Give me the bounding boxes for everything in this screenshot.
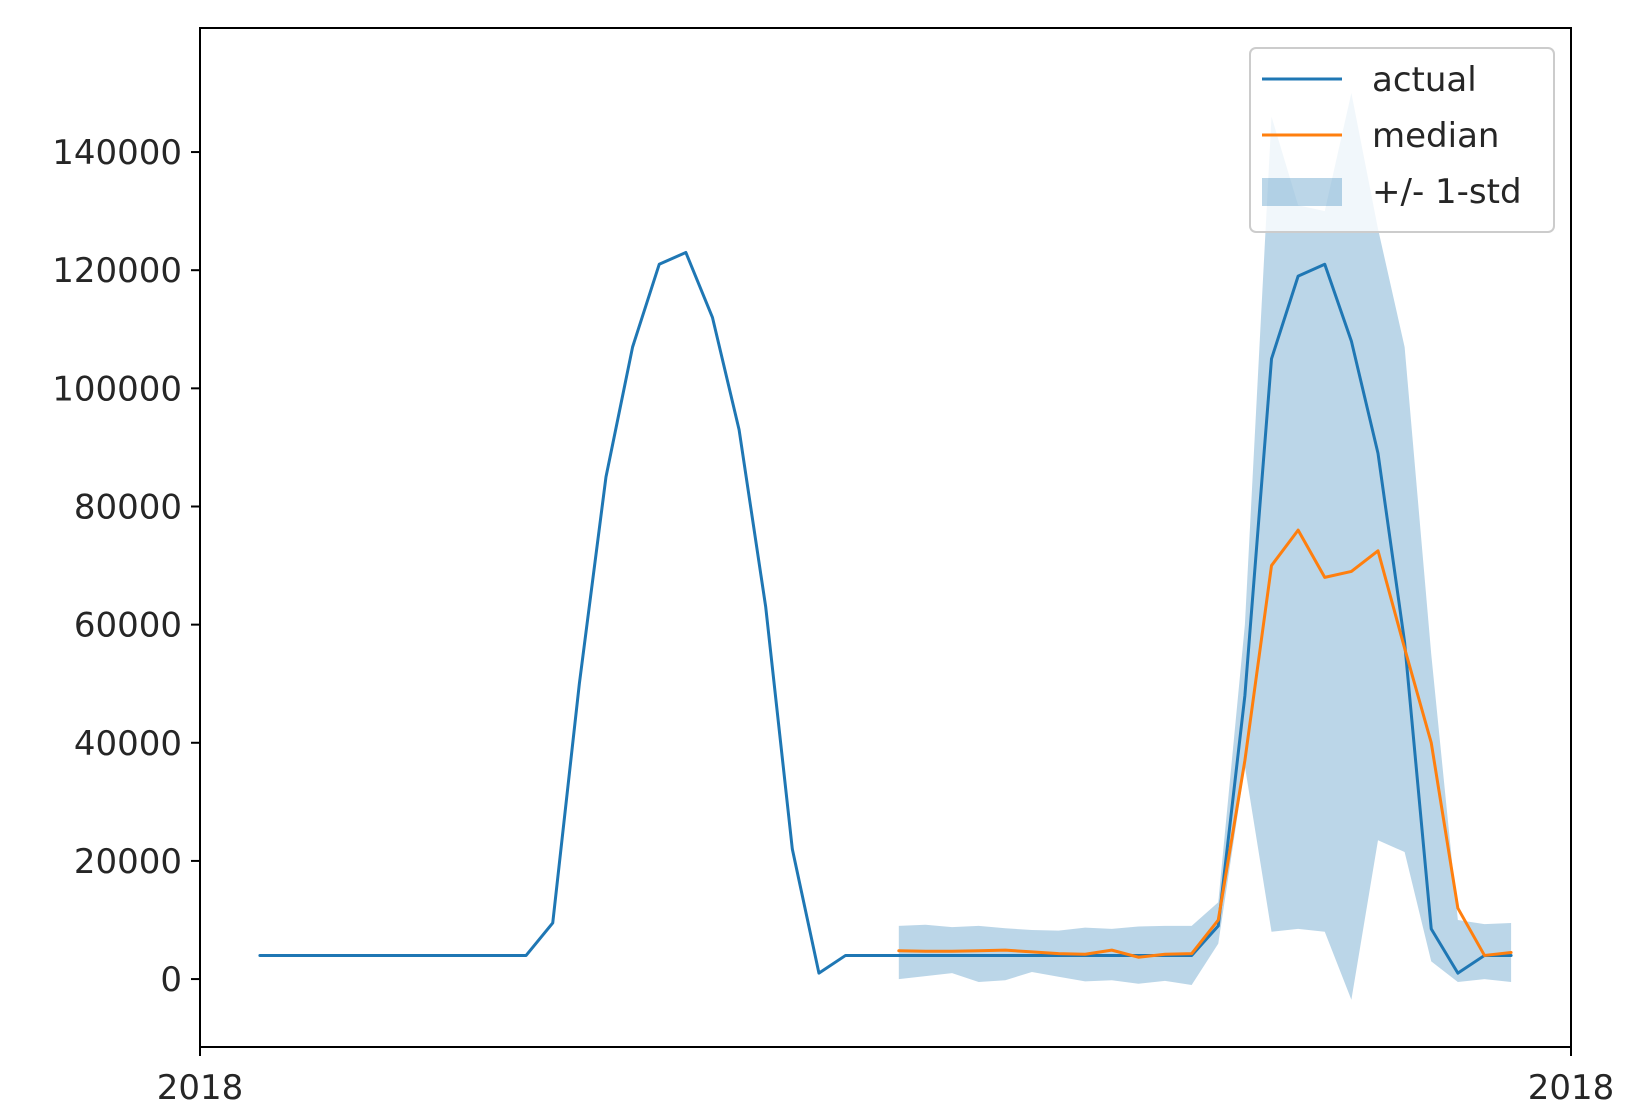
legend: actual median +/- 1-std [1249,47,1555,233]
y-tick-label: 100000 [52,369,182,409]
y-tick-label: 60000 [74,606,182,646]
series-line-median [897,528,1513,959]
y-tick-label: 20000 [74,842,182,882]
y-tick-label: 80000 [74,487,182,527]
legend-label-std: +/- 1-std [1372,172,1522,212]
std-band [898,92,1512,1000]
legend-label-median: median [1372,116,1499,156]
y-tick-label: 140000 [52,133,182,173]
legend-swatch-std [1262,178,1342,206]
y-axis: 0 20000 40000 60000 80000 100000 120000 140000 [52,133,200,1000]
series-layer [258,250,1513,975]
x-tick-label: 2018 [157,1068,244,1108]
series-line-actual [258,250,1513,975]
legend-box [1249,47,1555,233]
x-tick-label: 2018 [1528,1068,1615,1108]
std-band-layer [898,92,1512,1000]
y-tick-label: 120000 [52,251,182,291]
y-tick-label: 40000 [74,724,182,764]
plot-frame [199,27,1572,1048]
y-tick-label: 0 [160,960,182,1000]
legend-label-actual: actual [1372,60,1477,100]
x-axis: 2018 2018 [157,1047,1615,1108]
